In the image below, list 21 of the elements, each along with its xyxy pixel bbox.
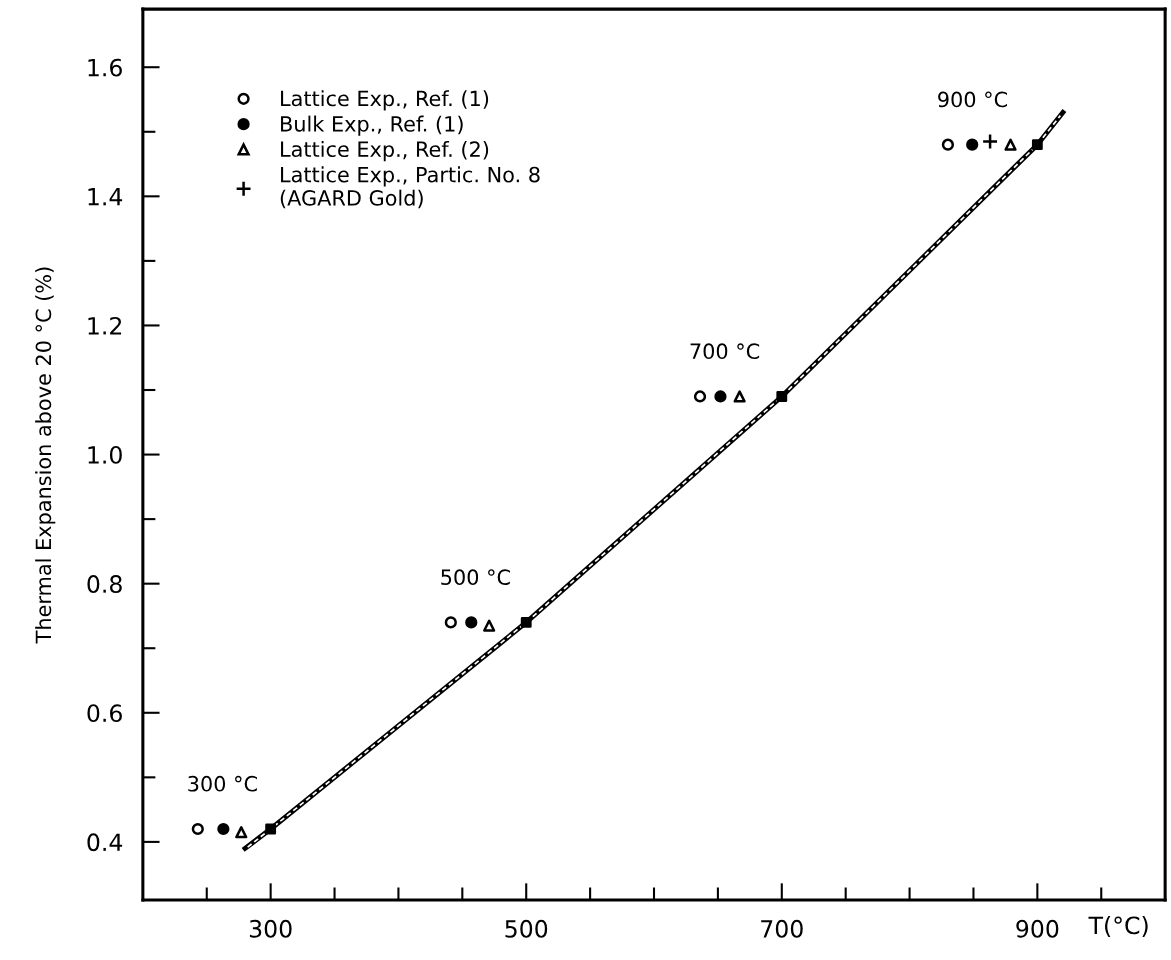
legend-label: Bulk Exp., Ref. (1)	[281, 115, 463, 136]
x-tick-label: 500	[505, 919, 548, 938]
y-tick-label: 1.4	[88, 188, 123, 206]
x-axis-title: T(°C)	[1088, 916, 1148, 938]
annotation: 700 °C	[690, 343, 760, 360]
annotation: 300 °C	[188, 775, 257, 792]
legend-label: Lattice Exp., Partic. No. 8 (AGARD Gold)	[280, 166, 540, 209]
x-tick-label: 300	[249, 919, 292, 938]
x-tick-label: 700	[761, 919, 803, 938]
y-tick-label: 1.2	[88, 316, 122, 335]
y-tick-label: 0.4	[87, 833, 123, 852]
y-tick-label: 0.8	[87, 575, 122, 593]
annotation: 500 °C	[441, 569, 510, 586]
y-tick-label: 1.0	[88, 446, 122, 464]
y-tick-label: 1.6	[88, 58, 122, 77]
y-tick-label: 0.6	[87, 704, 122, 723]
legend-label: Lattice Exp., Ref. (1)	[281, 90, 489, 111]
annotation: 900 °C	[938, 91, 1008, 108]
legend-label: Lattice Exp., Ref. (2)	[281, 140, 489, 162]
y-axis-title: Thermal Expansion above 20 °C (%)	[35, 267, 56, 644]
x-tick-label: 900	[1016, 919, 1059, 938]
